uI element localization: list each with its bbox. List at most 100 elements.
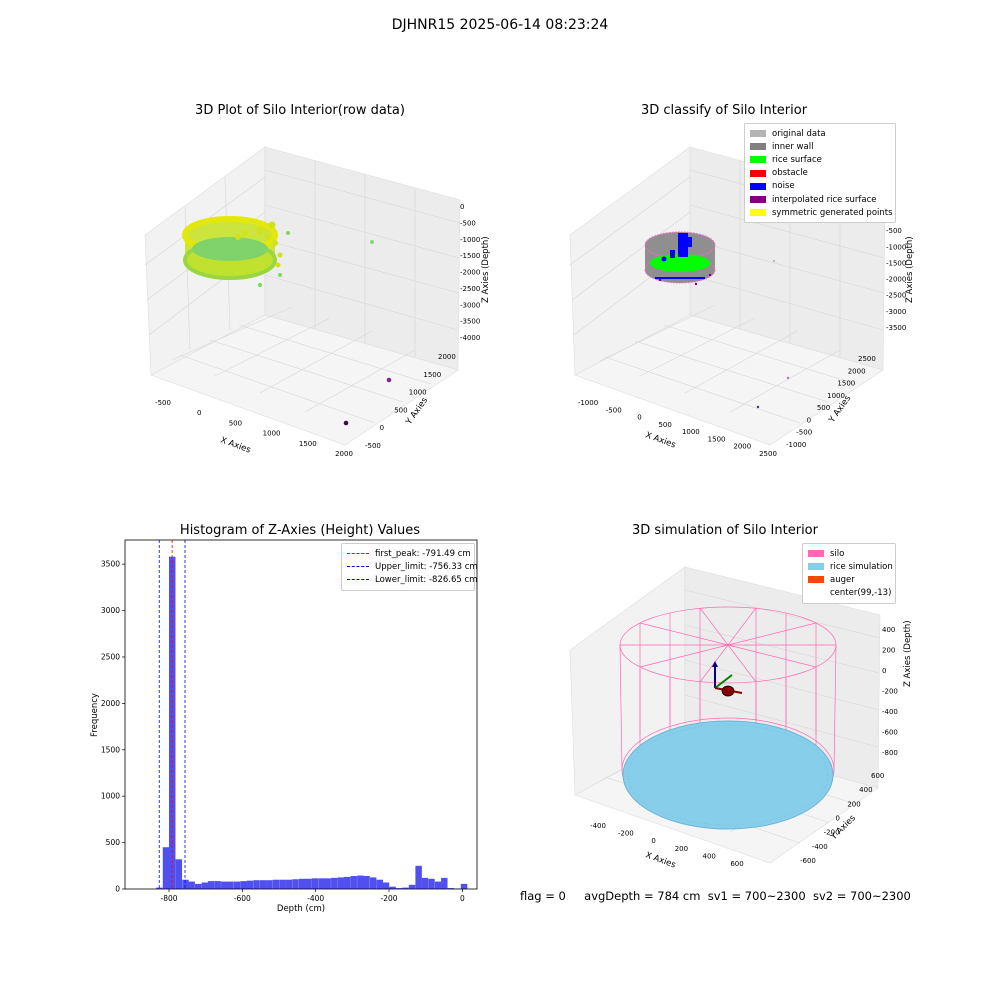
histogram-bar xyxy=(318,878,325,889)
classify-legend-swatch xyxy=(750,196,766,204)
classify-legend-entry: inner wall xyxy=(750,140,890,153)
classify-z-tick: -3500 xyxy=(886,324,906,332)
raw-z-tick: -1500 xyxy=(460,252,480,260)
raw-y-tick: 1500 xyxy=(423,371,441,379)
classify-legend: original data inner wall rice surface obsta… xyxy=(744,123,896,224)
histogram-bar xyxy=(227,881,234,889)
histogram-bars xyxy=(156,556,468,889)
histogram-bar xyxy=(421,877,429,889)
classify-y-tick: 2000 xyxy=(848,367,866,375)
histogram-bar xyxy=(363,876,370,889)
status-line: flag = 0 avgDepth = 784 cm sv1 = 700~230… xyxy=(520,889,911,903)
simulation-z-tick: -600 xyxy=(882,729,898,737)
simulation-y-tick: 400 xyxy=(859,786,872,794)
histogram-y-tick: 500 xyxy=(106,838,121,847)
classify-legend-label: interpolated rice surface xyxy=(772,194,877,205)
classify-legend-label: symmetric generated points xyxy=(772,207,893,218)
histogram-x-tick: -400 xyxy=(307,894,324,903)
histogram-axes-frame xyxy=(124,539,478,890)
auger-marker xyxy=(712,661,743,697)
classify-y-tick: 1500 xyxy=(837,380,855,388)
histogram-bar xyxy=(214,881,221,889)
raw-y-tick: 1000 xyxy=(409,389,427,397)
histogram-legend-entry: first_peak: -791.49 cm xyxy=(347,547,471,560)
simulation-legend-swatch xyxy=(808,590,824,597)
classify-y-tick: 1000 xyxy=(827,392,845,400)
histogram-y-tick: 2500 xyxy=(101,652,120,661)
classify-outlier-points xyxy=(756,260,790,409)
raw-y-tick: 500 xyxy=(394,406,407,414)
simulation-plot-title: 3D simulation of Silo Interior xyxy=(632,523,818,538)
simulation-y-tick: 0 xyxy=(836,815,840,823)
classify-x-tick: 2000 xyxy=(733,443,751,451)
histogram-bar xyxy=(182,879,189,889)
classify-z-tick: -1000 xyxy=(886,243,906,251)
histogram-bar xyxy=(188,881,195,889)
classify-legend-label: inner wall xyxy=(772,141,814,152)
simulation-z-tick: 200 xyxy=(882,647,895,655)
histogram-x-tick: -200 xyxy=(380,894,397,903)
histogram-legend-entry: Lower_limit: -826.65 cm xyxy=(347,573,477,586)
raw-x-tick: 0 xyxy=(197,409,201,417)
rice-simulation-surface xyxy=(622,720,834,830)
histogram-legend-swatch xyxy=(347,566,369,568)
histogram-bar xyxy=(221,881,228,889)
simulation-legend-swatch xyxy=(808,550,824,558)
classify-legend-entry: obstacle xyxy=(750,167,890,180)
classify-x-tick: 2500 xyxy=(759,450,777,458)
classify-legend-label: original data xyxy=(772,128,826,139)
raw-z-tick: -3500 xyxy=(460,318,480,326)
histogram-bar xyxy=(343,876,351,889)
classify-legend-entry: original data xyxy=(750,127,890,140)
simulation-xlabel: X Axies xyxy=(644,850,677,870)
histogram-bar xyxy=(195,883,202,889)
histogram-bar xyxy=(259,880,267,889)
classify-y-tick: 500 xyxy=(817,404,830,412)
simulation-z-tick: -400 xyxy=(882,708,898,716)
histogram-bar xyxy=(162,847,170,889)
simulation-legend-label: center(99,-13) xyxy=(830,588,892,599)
simulation-legend-label: silo xyxy=(830,548,845,559)
classify-legend-label: obstacle xyxy=(772,168,808,179)
histogram-bar xyxy=(428,878,435,889)
histogram-bar xyxy=(240,881,247,889)
simulation-x-tick: 0 xyxy=(651,837,655,845)
raw-z-tick: -1000 xyxy=(460,236,480,244)
classify-x-tick: -500 xyxy=(606,406,622,414)
histogram-bar xyxy=(305,878,312,889)
classify-zlabel: Z Axies (Depth) xyxy=(905,236,915,303)
simulation-y-tick: -600 xyxy=(800,857,816,865)
histogram-y-tick: 0 xyxy=(115,885,120,894)
simulation-legend: silo rice simulation auger center(99,-13) xyxy=(802,543,896,604)
simulation-y-tick: -400 xyxy=(812,843,828,851)
simulation-z-tick: -200 xyxy=(882,688,898,696)
histogram-bar xyxy=(389,886,396,889)
histogram-legend: first_peak: -791.49 cm Upper_limit: -756.… xyxy=(341,543,478,591)
classify-x-tick: 0 xyxy=(637,414,641,422)
simulation-legend-swatch xyxy=(808,576,824,584)
classify-legend-label: noise xyxy=(772,181,795,192)
histogram-bar xyxy=(460,883,468,889)
classify-x-tick: 500 xyxy=(658,421,671,429)
raw-plot-title: 3D Plot of Silo Interior(row data) xyxy=(195,103,405,118)
simulation-y-tick: 200 xyxy=(847,800,860,808)
histogram-bar xyxy=(201,882,209,889)
histogram-legend-swatch xyxy=(347,553,369,555)
histogram-legend-label: Lower_limit: -826.65 cm xyxy=(375,574,478,585)
histogram-bar xyxy=(369,877,377,889)
raw-y-tick: 0 xyxy=(380,424,384,432)
raw-z-tick: 0 xyxy=(460,203,464,211)
histogram-bar xyxy=(272,879,280,889)
histogram-x-tick: -800 xyxy=(160,894,177,903)
simulation-legend-label: auger xyxy=(830,574,855,585)
histogram-bar xyxy=(402,887,409,889)
histogram-bar xyxy=(395,888,403,889)
classify-z-tick: -3000 xyxy=(886,308,906,316)
histogram-bar xyxy=(337,877,345,889)
histogram-x-tick: 0 xyxy=(460,894,465,903)
simulation-x-tick: -400 xyxy=(590,822,606,830)
simulation-y-tick: -200 xyxy=(824,829,840,837)
histogram-title: Histogram of Z-Axies (Height) Values xyxy=(179,523,421,538)
raw-z-tick: -2000 xyxy=(460,269,480,277)
histogram-vlines xyxy=(158,540,186,889)
